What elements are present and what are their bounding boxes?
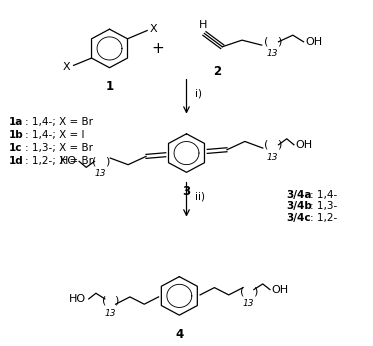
Text: HO: HO [69, 294, 86, 304]
Text: (: ( [240, 286, 244, 296]
Text: 3/4a: 3/4a [287, 190, 312, 200]
Text: : 1,2-: : 1,2- [310, 213, 337, 223]
Text: 1: 1 [106, 80, 113, 93]
Text: 13: 13 [95, 170, 106, 179]
Text: (: ( [264, 36, 268, 46]
Text: ): ) [277, 140, 281, 150]
Text: i): i) [195, 88, 203, 98]
Text: +: + [151, 41, 164, 56]
Text: 13: 13 [267, 153, 278, 162]
Text: ): ) [115, 295, 119, 306]
Text: ): ) [253, 286, 257, 296]
Text: ii): ii) [195, 191, 206, 201]
Text: : 1,4-: : 1,4- [310, 190, 337, 200]
Text: 3/4c: 3/4c [287, 213, 311, 223]
Text: 13: 13 [243, 299, 254, 308]
Text: HO: HO [59, 156, 76, 166]
Text: 13: 13 [267, 49, 278, 58]
Text: OH: OH [296, 140, 313, 150]
Text: (: ( [101, 295, 106, 306]
Text: 4: 4 [175, 328, 184, 341]
Text: : 1,3-; X = Br: : 1,3-; X = Br [25, 143, 93, 153]
Text: (: ( [264, 140, 268, 150]
Text: : 1,2-; X = Br: : 1,2-; X = Br [25, 156, 93, 166]
Text: X: X [62, 62, 70, 72]
Text: : 1,4-; X = Br: : 1,4-; X = Br [25, 117, 93, 127]
Text: 13: 13 [104, 309, 116, 318]
Text: : 1,3-: : 1,3- [310, 201, 337, 211]
Text: 2: 2 [213, 65, 221, 78]
Text: X: X [150, 24, 158, 34]
Text: H: H [198, 20, 207, 30]
Text: 1b: 1b [9, 130, 24, 140]
Text: ): ) [277, 36, 281, 46]
Text: OH: OH [272, 285, 289, 294]
Text: ): ) [105, 156, 109, 166]
Text: 3/4b: 3/4b [287, 201, 313, 211]
Text: (: ( [92, 156, 96, 166]
Text: 1c: 1c [9, 143, 23, 153]
Text: OH: OH [305, 37, 323, 47]
Text: : 1,4-; X = I: : 1,4-; X = I [25, 130, 84, 140]
Text: 3: 3 [182, 185, 191, 198]
Text: 1d: 1d [9, 156, 24, 166]
Text: 1a: 1a [9, 117, 23, 127]
